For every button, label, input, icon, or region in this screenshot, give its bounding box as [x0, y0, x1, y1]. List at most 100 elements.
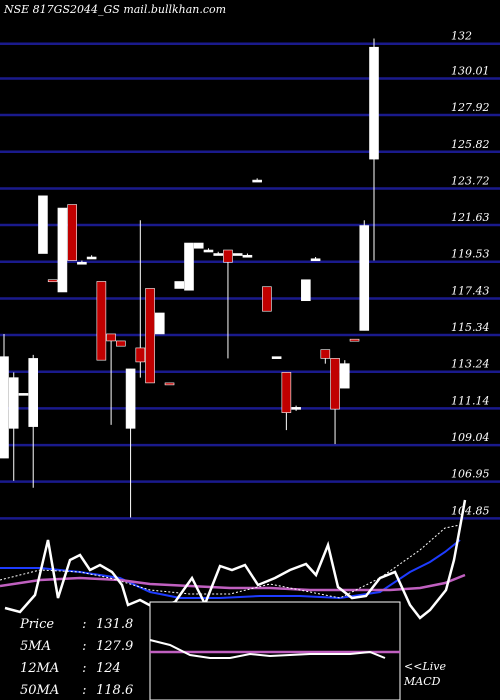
candle [359, 220, 370, 331]
candle-body [0, 356, 9, 459]
candle [174, 281, 185, 289]
candle [0, 333, 9, 459]
candle [47, 279, 58, 283]
candle-body [135, 347, 146, 363]
candle-body [154, 312, 165, 335]
candle [28, 354, 39, 488]
candle [86, 255, 97, 260]
y-tick-label: 130.01 [451, 65, 490, 78]
candle-body [223, 249, 233, 263]
y-tick-label: 121.63 [451, 211, 490, 224]
candle [77, 260, 87, 265]
candle [193, 242, 204, 249]
candle [291, 405, 301, 411]
candle [262, 286, 272, 312]
candle [339, 360, 350, 389]
live-label: <<Live [404, 660, 446, 673]
y-tick-label: 127.92 [451, 101, 490, 114]
candle [271, 356, 282, 359]
y-axis-ticks: 132 130.01 127.92 125.82 123.72 121.63 119.53 1… [451, 30, 490, 518]
legend-ma5: 5MA : 127.9 [20, 639, 133, 654]
candle [8, 372, 19, 481]
y-tick-label: 113.24 [451, 358, 490, 371]
candle [154, 312, 165, 335]
candle-body [369, 46, 379, 160]
y-tick-label: 109.04 [451, 431, 490, 444]
candle [301, 279, 311, 302]
candle [125, 368, 136, 518]
candle-body [271, 356, 282, 359]
candle [67, 204, 77, 261]
candle-body [67, 204, 77, 261]
candle-body [262, 286, 272, 312]
candle-body [213, 253, 224, 256]
chart-title: NSE 817GS2044_GS mail.bullkhan.com [4, 3, 227, 16]
legend-ma12: 12MA : 124 [20, 661, 121, 676]
candle [232, 253, 243, 256]
candle-body [8, 377, 19, 429]
candle-body [349, 338, 360, 342]
candle-body [291, 407, 301, 410]
candle-body [145, 288, 155, 384]
candle [213, 251, 224, 256]
candle-body [310, 258, 321, 262]
candle-body [203, 249, 214, 253]
ma5-line [4, 499, 467, 620]
y-tick-label: 132 [451, 30, 472, 43]
candle-body [96, 281, 107, 361]
y-tick-label: 123.72 [451, 174, 490, 187]
y-tick-label: 106.95 [451, 468, 490, 481]
candle-body [164, 382, 175, 386]
candle [349, 338, 360, 342]
candle [320, 349, 331, 364]
candle [223, 249, 233, 359]
y-tick-label: 115.34 [451, 321, 490, 334]
candle [242, 253, 253, 258]
candle-body [320, 349, 331, 359]
y-tick-label: 119.53 [451, 248, 490, 261]
legend-price: Price : 131.8 [19, 617, 133, 632]
candle [203, 248, 214, 253]
candle [310, 257, 321, 262]
candle-body [116, 340, 126, 347]
candle [252, 178, 262, 183]
y-tick-label: 125.82 [451, 138, 490, 151]
ma12-line [0, 539, 461, 600]
candle [96, 281, 107, 361]
candle-body [242, 254, 253, 258]
indicator-panel: Price : 131.8 5MA : 127.9 12MA : 124 50M… [0, 499, 467, 700]
candle-body [232, 253, 243, 256]
candle-body [38, 195, 48, 254]
candles [0, 38, 379, 518]
macd-label: MACD [403, 675, 441, 688]
ma50-line [0, 573, 466, 592]
candle [38, 195, 48, 254]
y-tick-label: 104.85 [451, 504, 490, 517]
candle-body [106, 333, 116, 342]
candle-body [125, 368, 136, 429]
candle [369, 38, 379, 261]
y-tick-label: 111.14 [451, 394, 490, 407]
candle [145, 288, 155, 384]
candle-body [77, 261, 87, 265]
candle-body [18, 393, 29, 396]
candle-body [359, 225, 370, 331]
grid [0, 42, 500, 520]
candle-body [184, 242, 194, 291]
candle-body [47, 279, 58, 283]
candle [106, 333, 116, 425]
candle-body [330, 358, 340, 410]
candle-body [281, 372, 292, 413]
candle-body [193, 242, 204, 249]
legend-ma50: 50MA : 118.6 [20, 683, 133, 698]
candle [330, 358, 340, 445]
candle [184, 242, 194, 291]
candle-body [28, 358, 39, 427]
candle [116, 340, 126, 347]
candle [18, 393, 29, 396]
candle-body [174, 281, 185, 289]
y-tick-label: 117.43 [451, 284, 490, 297]
candle [281, 372, 292, 431]
